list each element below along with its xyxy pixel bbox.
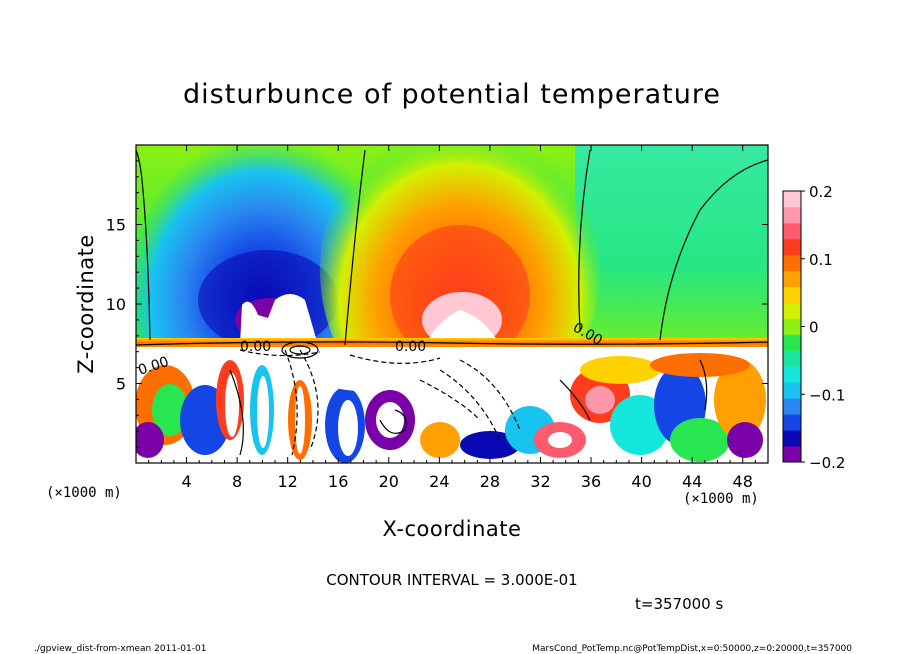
y-axis-label: Z-coordinate — [74, 234, 98, 374]
x-tick-label: 44 — [682, 472, 702, 491]
colorbar-swatch — [783, 318, 801, 335]
y-tick-label: 5 — [116, 375, 126, 394]
lower-contours — [229, 359, 708, 456]
x-tick-label: 32 — [530, 472, 550, 491]
time-stamp: t=357000 s — [635, 595, 723, 613]
colorbar-swatch — [783, 366, 801, 383]
chart-title: disturbunce of potential temperature — [183, 79, 721, 110]
x-tick-label: 36 — [581, 472, 601, 491]
x-units-right: (×1000 m) — [683, 491, 759, 507]
colorbar-swatch — [783, 286, 801, 303]
colorbar-swatch — [783, 382, 801, 399]
dashed-contours-2 — [284, 349, 521, 456]
positive-plume-white — [425, 310, 500, 345]
dense-contour-cluster-2 — [289, 345, 311, 355]
x-units-left: (×1000 m) — [46, 485, 122, 501]
x-axis: 4 8 12 16 20 24 28 32 36 40 44 48 — [148, 145, 756, 491]
colorbar-swatch — [783, 206, 801, 224]
colorbar: 0.2 0.1 0 −0.1 −0.2 — [782, 183, 845, 472]
x-tick-label: 16 — [328, 472, 348, 491]
right-plume-field — [575, 145, 768, 345]
y-tick-label: 15 — [106, 216, 126, 235]
x-tick-label: 20 — [379, 472, 399, 491]
colorbar-swatch — [783, 302, 801, 319]
dense-contour-cluster — [281, 341, 319, 359]
contour-interval: CONTOUR INTERVAL = 3.000E-01 — [326, 571, 577, 589]
colorbar-swatch — [783, 446, 801, 463]
colorbar-swatch — [783, 238, 801, 256]
zero-contour-left — [136, 149, 151, 341]
x-tick-label: 12 — [278, 472, 298, 491]
zero-contour-middle — [344, 149, 366, 346]
dashed-contours-1 — [239, 349, 501, 441]
negative-plume-white — [240, 294, 318, 345]
y-tick-label: 10 — [106, 295, 126, 314]
colorbar-swatch — [783, 254, 801, 272]
colorbar-tick-label: −0.1 — [809, 386, 845, 404]
zero-contour-right — [659, 159, 768, 341]
x-tick-label: 4 — [181, 472, 191, 491]
x-tick-label: 24 — [429, 472, 449, 491]
x-tick-label: 40 — [631, 472, 651, 491]
colorbar-swatch — [783, 350, 801, 367]
x-tick-label: 8 — [232, 472, 242, 491]
colorbar-swatch — [783, 191, 801, 208]
colorbar-swatch — [783, 270, 801, 288]
colorbar-tick-label: 0.1 — [809, 251, 833, 269]
y-axis: 5 10 15 — [106, 160, 768, 448]
x-tick-label: 28 — [480, 472, 500, 491]
contour-lines — [136, 149, 768, 456]
colorbar-swatch — [783, 430, 801, 447]
colorbar-swatch — [783, 398, 801, 415]
colorbar-tick-label: 0 — [809, 319, 819, 337]
colorbar-swatch — [783, 222, 801, 240]
plot-area: 0.00 0.00 0.00 0.00 — [136, 145, 768, 463]
footer-left: ./gpview_dist-from-xmean 2011-01-01 — [34, 644, 206, 654]
contour-label-1: 0.00 — [240, 339, 271, 355]
colorbar-tick-label: −0.2 — [809, 454, 845, 472]
lower-turbulent-field — [136, 347, 768, 463]
footer-right: MarsCond_PotTemp.nc@PotTempDist,x=0:5000… — [532, 644, 852, 654]
colorbar-swatch — [783, 414, 801, 431]
zero-contour-middle-right — [578, 149, 591, 331]
colorbar-swatch — [783, 334, 801, 351]
x-axis-label: X-coordinate — [383, 517, 522, 541]
interface-contour — [136, 341, 768, 346]
colorbar-tick-label: 0.2 — [809, 183, 833, 201]
x-tick-label: 48 — [733, 472, 753, 491]
contour-label-4: 0.00 — [395, 339, 426, 355]
